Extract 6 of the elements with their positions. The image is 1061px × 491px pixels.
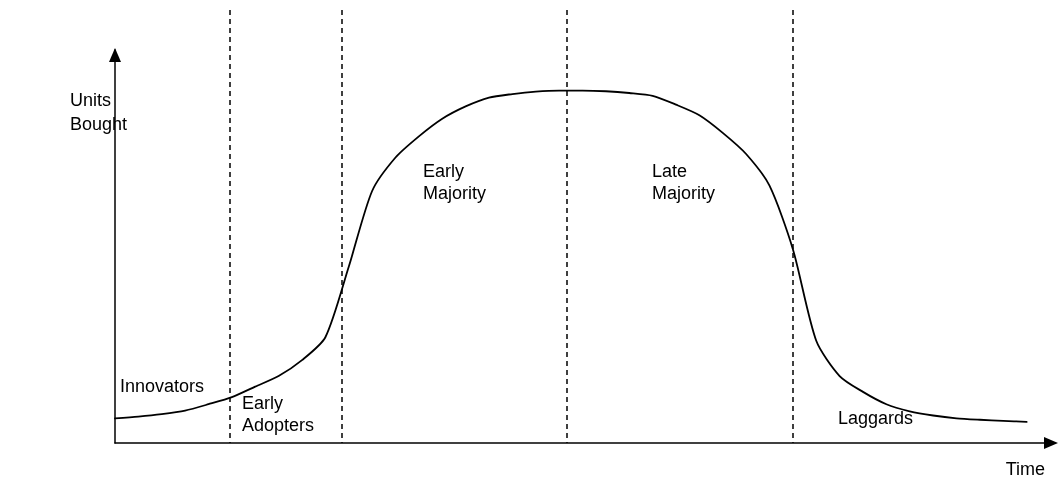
annotation: Early Adopters	[242, 393, 315, 435]
annotation: Late Majority	[652, 161, 716, 203]
annotation: Laggards	[838, 408, 914, 428]
annotation: Early Majority	[423, 161, 487, 203]
x-axis-title: Time	[1005, 459, 1046, 479]
annotation: Innovators	[120, 376, 205, 396]
